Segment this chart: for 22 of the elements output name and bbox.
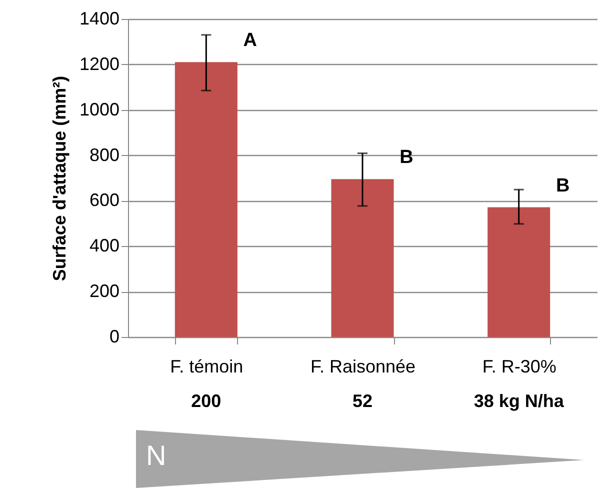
y-tick-label: 0	[109, 326, 120, 346]
y-tick-label: 400	[89, 236, 120, 256]
annotation: A	[243, 30, 258, 52]
bar	[488, 207, 550, 337]
bar	[174, 62, 238, 337]
x-tick-label: F. témoin	[170, 356, 244, 376]
y-axis-title: Surface d'attaque (mm²)	[49, 76, 70, 282]
y-tick-label: 800	[89, 144, 120, 165]
annotation: B	[556, 175, 570, 196]
text: 200	[191, 391, 222, 411]
y-tick-label: 200	[89, 281, 120, 302]
y-tick-label: 1400	[79, 8, 120, 28]
x-tick-label: F. R-30%	[482, 356, 556, 376]
text: 52	[352, 391, 373, 411]
text: N	[146, 440, 166, 472]
y-tick-label: 1000	[79, 99, 120, 120]
y-tick-label: 600	[89, 190, 120, 210]
bar	[331, 179, 394, 337]
annotation: B	[400, 147, 414, 168]
y-tick-label: 1200	[79, 54, 120, 74]
x-tick-label: F. Raisonnée	[310, 356, 416, 376]
text: 38 kg N/ha	[474, 391, 565, 411]
